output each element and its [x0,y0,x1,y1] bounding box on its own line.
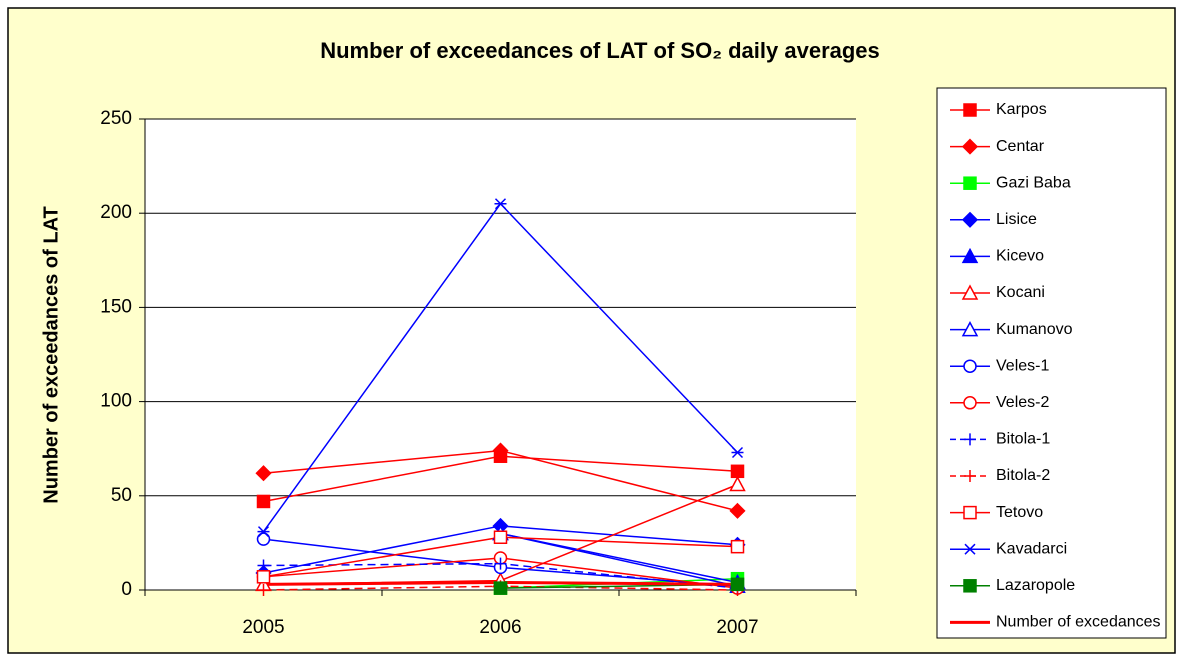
x-tick-label: 2007 [716,617,758,638]
marker [255,465,272,482]
marker [493,530,508,544]
y-tick-label: 250 [100,108,132,129]
legend-label: Bitola-1 [996,431,1050,448]
marker [963,396,977,410]
marker [731,446,744,458]
legend-label: Lazaropole [996,577,1075,594]
marker [730,539,745,554]
marker [256,532,271,546]
legend-label: Kavadarci [996,540,1067,557]
y-tick-label: 0 [121,579,132,600]
y-axis-title: Number of exceedances of LAT [40,206,62,503]
marker [494,198,507,210]
y-tick-label: 200 [100,202,132,223]
legend-label: Lisice [996,211,1037,228]
marker [730,577,745,592]
marker [963,505,977,520]
marker [729,502,746,519]
marker [963,103,977,117]
x-tick-label: 2006 [479,617,521,638]
legend-label: Number of excedances [996,614,1161,631]
marker [961,247,979,264]
marker [961,211,979,228]
legend-label: Karpos [996,101,1047,118]
marker [964,470,976,482]
chart-title: Number of exceedances of LAT of SO₂ dail… [320,38,880,63]
marker [494,557,507,570]
marker [257,559,270,572]
legend-label: Gazi Baba [996,174,1071,191]
legend-label: Veles-2 [996,394,1049,411]
marker [493,581,508,595]
legend-label: Veles-1 [996,357,1049,374]
marker [961,321,979,337]
marker [729,475,746,492]
marker [964,433,976,446]
y-tick-label: 50 [111,485,132,506]
legend-label: Tetovo [996,504,1043,521]
legend-label: Bitola-2 [996,467,1050,484]
marker [730,464,745,479]
marker [257,526,270,538]
marker [963,176,977,190]
marker [963,359,977,373]
legend-label: Kumanovo [996,321,1073,338]
legend-label: Kicevo [996,248,1044,265]
marker [256,570,271,584]
marker [257,584,270,596]
marker [256,494,271,509]
y-tick-label: 100 [100,391,132,412]
series-line [500,532,738,587]
marker [961,138,979,155]
marker [963,579,977,593]
legend-label: Kocani [996,284,1045,301]
x-tick-label: 2005 [242,617,284,638]
marker [964,543,976,555]
marker [961,284,979,300]
legend-label: Centar [996,138,1045,155]
marker [492,442,509,459]
y-tick-label: 150 [100,296,132,317]
